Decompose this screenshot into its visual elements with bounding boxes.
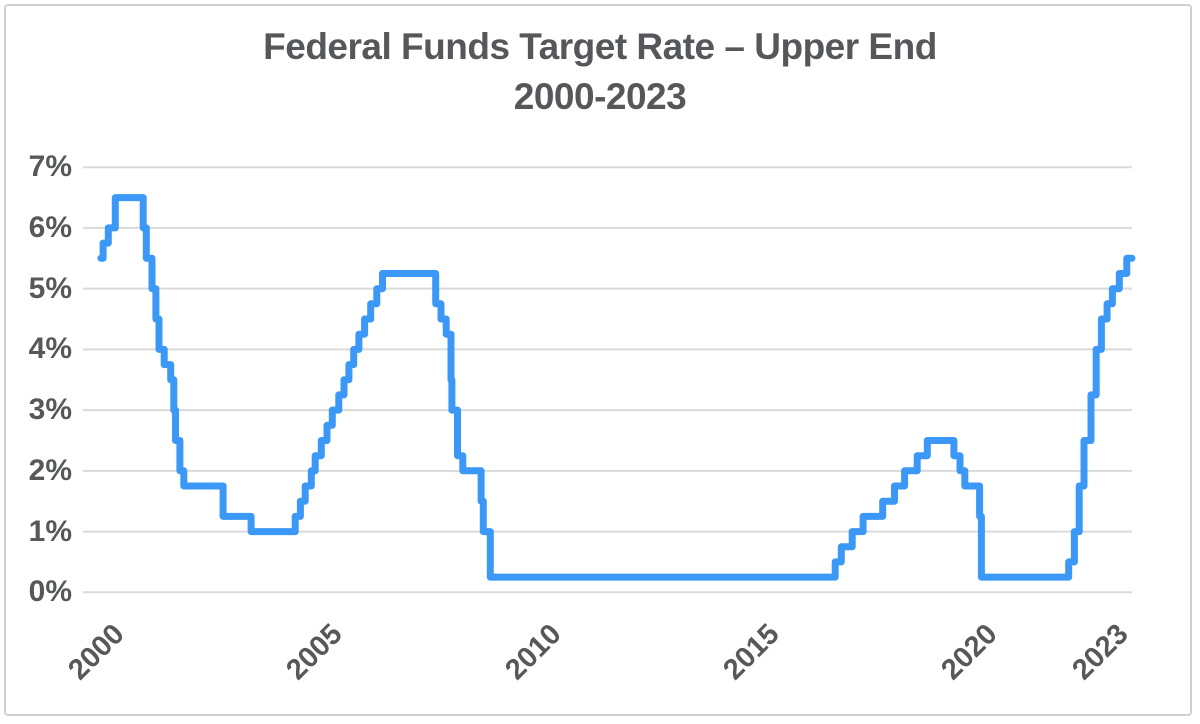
y-axis-tick-label: 1%: [28, 514, 72, 548]
y-axis-tick-label: 4%: [28, 332, 72, 366]
y-axis-tick-label: 7%: [28, 150, 72, 184]
y-axis-tick-label: 3%: [28, 393, 72, 427]
gridlines: [83, 166, 1132, 594]
chart-title: Federal Funds Target Rate – Upper End 20…: [0, 22, 1200, 122]
y-axis-tick-label: 0%: [28, 575, 72, 609]
chart-frame: [4, 4, 1192, 716]
y-axis-tick-label: 6%: [28, 210, 72, 244]
y-axis-tick-label: 5%: [28, 271, 72, 305]
chart-title-line2: 2000-2023: [513, 76, 687, 117]
fed-funds-rate-line: [97, 194, 1136, 581]
chart-title-line1: Federal Funds Target Rate – Upper End: [263, 26, 937, 67]
y-axis-tick-label: 2%: [28, 453, 72, 487]
